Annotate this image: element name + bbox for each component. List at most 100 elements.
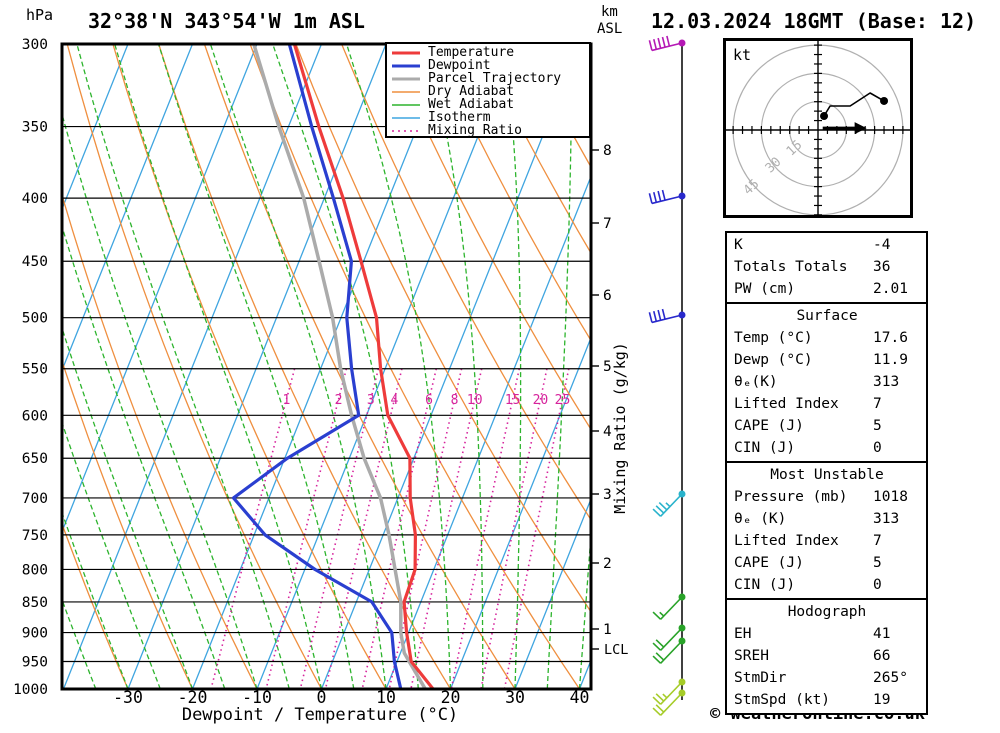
mixing-ratio-label: 10 (467, 393, 483, 408)
legend-swatch-2 (392, 77, 420, 80)
temp-tick-label: 40 (570, 688, 590, 707)
km-tick-label: 4 (603, 424, 612, 440)
table-row-label: PW (cm) (734, 281, 796, 297)
table-row-value: 7 (873, 533, 882, 549)
temp-tick-label: 30 (505, 688, 525, 707)
isotherm-line (191, 44, 452, 689)
run-datetime: 12.03.2024 18GMT (Base: 12) (651, 9, 977, 33)
barb-tick-full (655, 704, 665, 713)
table-row: StmDir 265° (734, 667, 920, 689)
barb-level-dot (678, 624, 686, 632)
parcel-trajectory-curve (252, 44, 428, 689)
table-row: Lifted Index 7 (734, 393, 920, 415)
pressure-tick-label: 350 (22, 120, 48, 136)
hodograph-border (723, 38, 913, 218)
barb-tick-full (652, 707, 662, 716)
isotherm-line (62, 44, 258, 534)
wind-barb (652, 593, 686, 620)
legend-label: Mixing Ratio (428, 123, 522, 138)
table-row-value: 2.01 (873, 281, 908, 297)
table-row-value: 1018 (873, 489, 908, 505)
lcl-label: LCL (604, 642, 628, 658)
barb-tick-full (652, 655, 662, 664)
altitude-axis-unit-km: km (601, 4, 618, 20)
table-row-value: 5 (873, 418, 882, 434)
wet-adiabat-line (272, 44, 419, 689)
temp-tick-label: 0 (317, 688, 327, 707)
isotherm-line (62, 44, 129, 211)
barb-tick-full (657, 309, 662, 321)
isotherm-line (385, 174, 591, 689)
mixing-ratio-label: 6 (425, 393, 433, 408)
table-row-label: Pressure (mb) (734, 489, 848, 505)
legend-label: Temperature (428, 45, 515, 60)
barb-tick-full (655, 505, 665, 514)
barb-tick-full (657, 190, 662, 202)
barb-level-dot (678, 39, 686, 47)
plot-area (62, 44, 591, 689)
pressure-tick-label: 500 (22, 311, 48, 327)
legend-swatch-3 (392, 90, 420, 93)
table-header: Hodograph (787, 604, 867, 620)
legend-swatch-1 (392, 64, 420, 67)
hodograph-unit-label: kt (733, 46, 751, 64)
table-row-value: -4 (873, 237, 891, 253)
table-row-label: Lifted Index (734, 396, 839, 412)
table-row: PW (cm) 2.01 (734, 278, 920, 300)
mixing-ratio-line (361, 368, 438, 689)
legend-label: Wet Adiabat (428, 97, 515, 112)
table-row-label: CIN (J) (734, 577, 796, 593)
km-tick-label: 1 (603, 622, 612, 638)
barb-tick-full (655, 652, 665, 661)
mixing-ratio-line (450, 368, 521, 689)
mixing-ratio-label: 15 (505, 393, 521, 408)
temp-tick-label: -30 (113, 688, 143, 707)
km-tick-label: 5 (603, 359, 612, 375)
legend-row: Dewpoint (391, 59, 589, 72)
mixing-ratio-line (410, 368, 483, 689)
table-row-label: CIN (J) (734, 440, 796, 456)
km-tick-label: 8 (603, 143, 612, 159)
table-row-label: θₑ(K) (734, 374, 778, 390)
wet-adiabat-line (578, 526, 591, 689)
table-row: CAPE (J) 5 (734, 415, 920, 437)
table-row-value: 313 (873, 511, 900, 527)
pressure-tick-label: 900 (22, 626, 48, 642)
table-row-label: CAPE (J) (734, 418, 804, 434)
pressure-tick-label: 400 (22, 191, 48, 207)
legend-row: Isotherm (391, 111, 589, 124)
barb-tick-full (652, 611, 662, 620)
temp-tick-label: -10 (242, 688, 272, 707)
plot-border (60, 42, 593, 691)
table-row-label: StmSpd (kt) (734, 692, 831, 708)
table-row-value: 313 (873, 374, 900, 390)
mixing-ratio-label: 25 (555, 393, 571, 408)
hodograph-trace (823, 92, 885, 117)
legend-row: Parcel Trajectory (391, 72, 589, 85)
legend-label: Dewpoint (428, 58, 491, 73)
mixing-ratio-label: 20 (533, 393, 549, 408)
dry-adiabat-line (386, 44, 591, 431)
pressure-tick-label: 850 (22, 595, 48, 611)
table-row-label: CAPE (J) (734, 555, 804, 571)
barb-tick-full (661, 189, 666, 201)
barb-level-dot (678, 678, 686, 686)
mixing-ratio-line (210, 368, 296, 689)
index-table: K -4 Totals Totals 36 PW (cm) 2.01 (725, 231, 928, 304)
dry-adiabat-line (249, 44, 581, 689)
legend-label: Parcel Trajectory (428, 71, 562, 86)
barb-tick-full (658, 502, 668, 511)
wet-adiabat-line (62, 111, 258, 689)
index-table: Most Unstable Pressure (mb) 1018 θₑ (K) 313 L… (725, 461, 928, 600)
x-axis-title: Dewpoint / Temperature (°C) (181, 705, 459, 725)
wind-barb (652, 678, 686, 705)
barb-tick-half (662, 693, 668, 699)
table-row: Totals Totals 36 (734, 256, 920, 278)
table-row-value: 66 (873, 648, 891, 664)
legend-label: Dry Adiabat (428, 84, 515, 99)
pressure-tick-label: 1000 (13, 682, 48, 698)
barb-tick-full (652, 310, 658, 322)
barb-level-dot (678, 593, 686, 601)
